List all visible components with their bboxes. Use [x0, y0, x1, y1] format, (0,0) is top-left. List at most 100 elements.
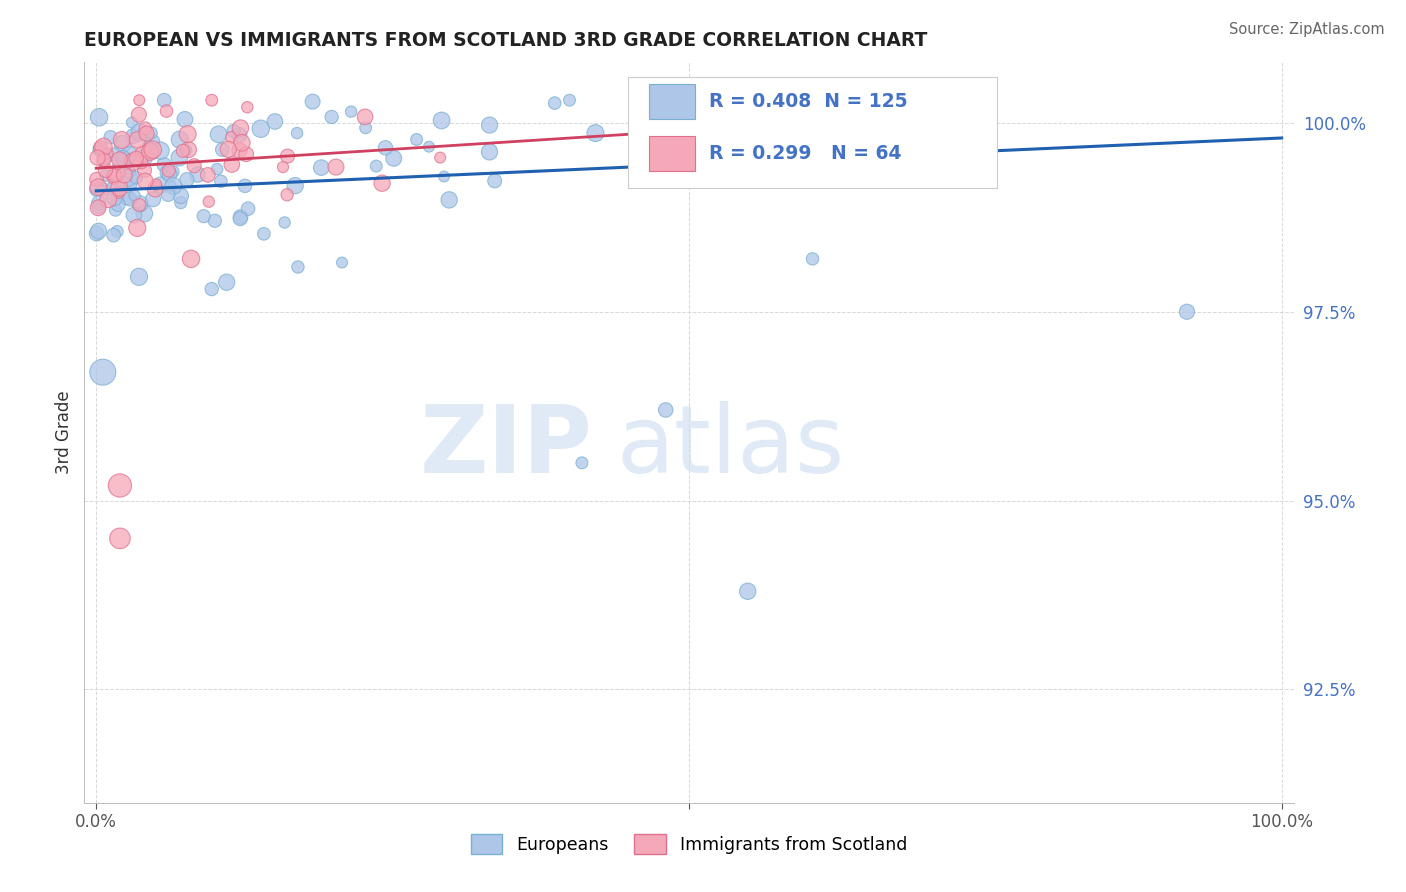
Point [172, 144, 194, 158]
Point [104, 169, 127, 183]
Point [132, 147, 155, 161]
Point [134, 206, 156, 220]
Point [159, 178, 181, 193]
Text: R = 0.299   N = 64: R = 0.299 N = 64 [710, 144, 903, 163]
Point [142, 143, 165, 157]
FancyBboxPatch shape [650, 136, 695, 171]
Point [703, 134, 725, 148]
Point [105, 166, 128, 180]
Point [235, 147, 257, 161]
Point [87, 110, 110, 124]
Point [157, 187, 180, 202]
Point [108, 532, 131, 546]
Point [90, 141, 112, 155]
Point [87, 180, 110, 194]
Point [228, 144, 250, 158]
Point [111, 151, 134, 165]
Point [93, 140, 115, 154]
Point [134, 150, 156, 164]
Point [91, 153, 114, 167]
Point [706, 140, 728, 154]
Point [205, 162, 228, 177]
Point [209, 174, 232, 188]
Point [107, 186, 129, 200]
Point [284, 178, 307, 193]
Point [236, 202, 259, 216]
Point [86, 151, 108, 165]
Point [103, 147, 125, 161]
Point [105, 225, 128, 239]
Point [103, 169, 125, 183]
Point [97, 146, 120, 161]
Point [87, 200, 110, 214]
Text: Source: ZipAtlas.com: Source: ZipAtlas.com [1229, 22, 1385, 37]
Point [197, 194, 219, 209]
Point [374, 141, 396, 155]
Point [271, 160, 294, 174]
Point [366, 159, 388, 173]
Point [162, 179, 184, 194]
Point [104, 202, 127, 217]
Point [217, 142, 239, 156]
Point [371, 176, 394, 190]
Point [139, 145, 162, 159]
Point [204, 213, 226, 227]
Point [585, 126, 607, 140]
Point [429, 151, 451, 165]
Point [135, 127, 157, 141]
Point [654, 403, 676, 417]
Point [118, 165, 141, 179]
Point [108, 180, 131, 194]
Point [93, 153, 115, 167]
Point [478, 145, 501, 159]
Point [405, 132, 427, 146]
Point [93, 182, 115, 196]
Point [127, 133, 149, 147]
Text: ZIP: ZIP [419, 401, 592, 493]
Point [253, 227, 276, 241]
Point [711, 93, 734, 107]
Point [128, 107, 150, 121]
Point [103, 191, 125, 205]
Point [737, 584, 759, 599]
Point [128, 93, 150, 107]
Point [104, 181, 127, 195]
Point [484, 174, 506, 188]
Point [325, 160, 347, 174]
Point [157, 163, 180, 178]
Point [118, 148, 141, 162]
Point [104, 169, 127, 184]
Point [169, 133, 191, 147]
Point [128, 198, 150, 212]
Point [97, 192, 120, 206]
Text: atlas: atlas [616, 401, 845, 493]
Point [183, 159, 205, 173]
Point [94, 169, 117, 183]
Point [145, 178, 167, 192]
Point [142, 192, 165, 206]
Point [875, 108, 897, 122]
Point [128, 269, 150, 284]
Point [287, 260, 309, 274]
Point [193, 209, 215, 223]
Point [134, 121, 156, 136]
Point [176, 127, 198, 141]
Point [215, 275, 238, 289]
Point [571, 456, 593, 470]
Point [159, 167, 181, 181]
Point [122, 208, 145, 222]
Point [162, 165, 184, 179]
Point [125, 152, 148, 166]
Point [112, 150, 135, 164]
Point [433, 169, 456, 184]
Point [176, 172, 198, 186]
Point [820, 103, 842, 117]
Point [89, 143, 111, 157]
Point [863, 141, 886, 155]
Point [111, 136, 134, 151]
Point [229, 121, 252, 136]
Point [115, 189, 138, 203]
Point [276, 187, 298, 202]
Point [111, 133, 134, 147]
Legend: Europeans, Immigrants from Scotland: Europeans, Immigrants from Scotland [464, 827, 914, 861]
